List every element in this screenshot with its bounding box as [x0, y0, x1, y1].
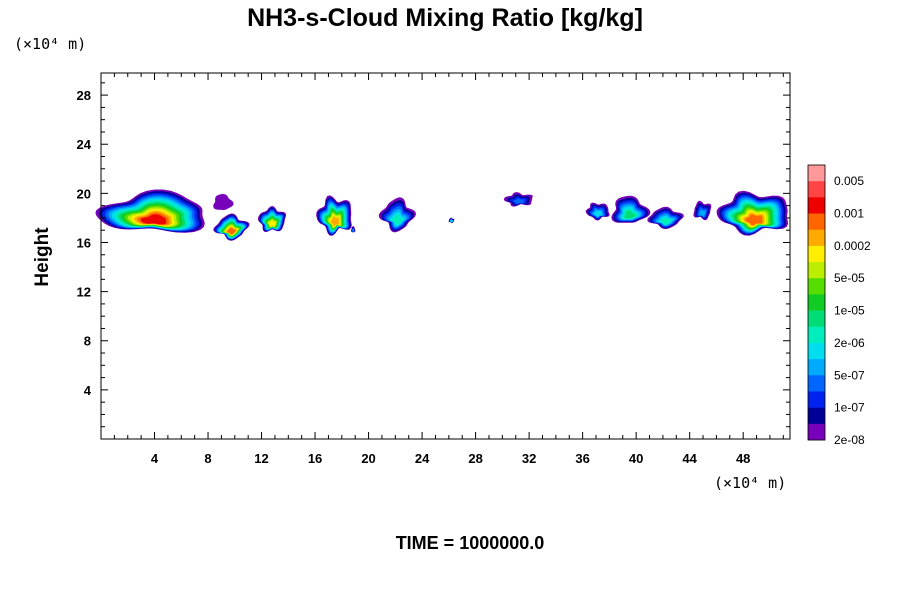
colorbar-swatch	[808, 213, 825, 231]
y-axis-label: Height	[32, 227, 53, 287]
cloud-blob	[503, 192, 533, 207]
x-tick-label: 24	[415, 451, 430, 466]
colorbar-label: 1e-05	[834, 304, 865, 318]
cloud-blob	[647, 206, 684, 230]
plot-area	[95, 189, 789, 241]
colorbar-swatch	[808, 423, 825, 441]
y-axis: 4 8 12 16 20 24 28	[77, 82, 790, 428]
cloud-contour	[660, 217, 671, 225]
colorbar-swatch	[808, 342, 825, 360]
colorbar-swatch	[808, 310, 825, 328]
y-unit-label: (×10⁴ m)	[14, 35, 86, 53]
x-tick-label: 16	[308, 451, 322, 466]
time-label: TIME = 1000000.0	[396, 533, 545, 553]
cloud-blob	[611, 195, 651, 223]
x-tick-label: 20	[361, 451, 375, 466]
chart-title: NH3-s-Cloud Mixing Ratio [kg/kg]	[247, 4, 643, 32]
x-tick-label: 28	[468, 451, 482, 466]
cloud-contour	[391, 214, 403, 225]
colorbar-swatch	[808, 165, 825, 182]
cloud-blob	[716, 190, 789, 236]
colorbar-swatch	[808, 407, 825, 425]
cloud-blob	[693, 200, 712, 221]
colorbar-label: 1e-07	[834, 401, 865, 415]
y-tick-label: 16	[77, 235, 91, 250]
colorbar-swatch	[808, 229, 825, 247]
x-tick-label: 32	[522, 451, 536, 466]
colorbar-label: 0.005	[834, 174, 864, 188]
cloud-contour	[352, 229, 354, 232]
cloud-blob	[448, 217, 455, 224]
colorbar: 0.005 0.001 0.0002 5e-05 1e-05 2e-06 5e-07 1e-0…	[807, 164, 871, 447]
cloud-contour	[140, 214, 167, 225]
cloud-contour	[594, 210, 602, 217]
colorbar-label: 5e-05	[834, 271, 865, 285]
y-tick-label: 12	[77, 285, 91, 300]
colorbar-label: 0.001	[834, 207, 864, 221]
colorbar-swatch	[808, 262, 825, 279]
x-tick-label: 12	[254, 451, 268, 466]
y-tick-label: 8	[84, 334, 91, 349]
plot-frame	[100, 72, 791, 440]
cloud-blob	[258, 206, 287, 232]
x-tick-label: 36	[575, 451, 589, 466]
colorbar-swatch	[808, 181, 825, 198]
cloud-contour	[213, 194, 234, 210]
cloud-blob	[351, 226, 356, 233]
x-tick-label: 48	[736, 451, 750, 466]
colorbar-label: 5e-07	[834, 368, 865, 382]
y-tick-label: 24	[77, 137, 92, 152]
x-axis: 4 8 12 16 20 24 28 32 36 40 44 48	[113, 73, 784, 466]
x-tick-label: 44	[682, 451, 697, 466]
cloud-blob	[316, 195, 352, 236]
x-tick-label: 40	[629, 451, 643, 466]
colorbar-label: 0.0002	[834, 239, 871, 253]
cloud-blob	[95, 189, 205, 233]
cloud-contour	[745, 214, 763, 226]
cloud-contour	[330, 216, 340, 227]
cloud-contour	[624, 210, 636, 219]
x-unit-label: (×10⁴ m)	[714, 474, 786, 492]
colorbar-swatch	[808, 391, 825, 408]
cloud-blob	[213, 213, 250, 241]
colorbar-swatch	[808, 245, 825, 263]
colorbar-swatch	[808, 359, 825, 376]
colorbar-swatch	[808, 375, 825, 392]
cloud-contour	[450, 220, 453, 222]
y-tick-label: 28	[77, 88, 91, 103]
colorbar-label: 2e-06	[834, 336, 865, 350]
colorbar-swatch	[808, 294, 825, 311]
cloud-contour	[699, 209, 706, 217]
colorbar-label: 2e-08	[834, 433, 865, 447]
cloud-contour	[227, 227, 236, 235]
colorbar-swatch	[808, 326, 825, 344]
y-tick-label: 20	[77, 186, 91, 201]
colorbar-frame	[807, 164, 826, 441]
cloud-contour	[268, 220, 276, 227]
colorbar-swatch	[808, 278, 825, 295]
x-tick-label: 8	[204, 451, 211, 466]
x-tick-label: 4	[151, 451, 159, 466]
cloud-blob	[378, 197, 416, 233]
colorbar-swatch	[808, 197, 825, 214]
cloud-contour	[513, 198, 525, 204]
y-tick-label: 4	[84, 383, 92, 398]
cloud-blob	[585, 202, 610, 221]
cloud-blob	[213, 194, 234, 210]
